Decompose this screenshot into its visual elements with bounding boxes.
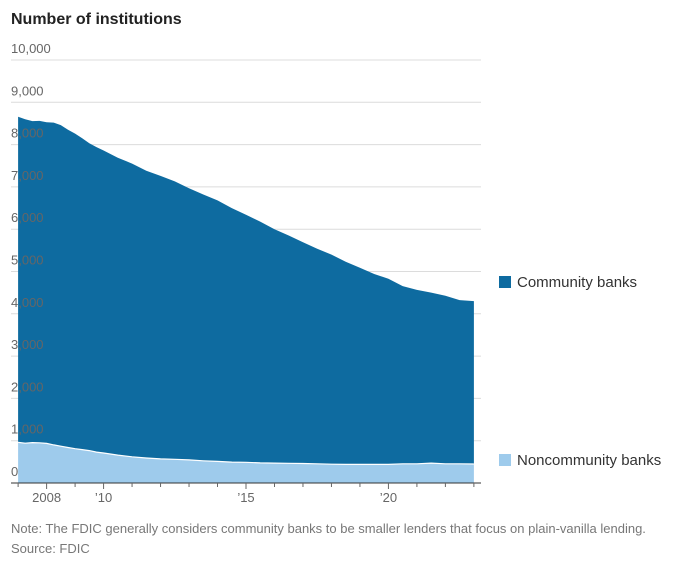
y-tick-label: 5,000 bbox=[11, 253, 44, 268]
legend: Community banks Noncommunity banks bbox=[499, 274, 661, 469]
footnote: Note: The FDIC generally considers commu… bbox=[11, 521, 646, 536]
source-note: Source: FDIC bbox=[11, 541, 90, 556]
y-tick-label: 1,000 bbox=[11, 422, 44, 437]
x-tick-label: ’10 bbox=[95, 490, 112, 505]
legend-swatch-community bbox=[499, 276, 511, 288]
x-axis: 2008 ’10 ’15 ’20 bbox=[11, 482, 481, 505]
x-tick-label: ’20 bbox=[380, 490, 397, 505]
y-tick-label: 7,000 bbox=[11, 168, 44, 183]
y-tick-label: 8,000 bbox=[11, 126, 44, 141]
x-tick-label: ’15 bbox=[237, 490, 254, 505]
y-tick-label: 6,000 bbox=[11, 210, 44, 225]
y-tick-label: 2,000 bbox=[11, 379, 44, 394]
y-tick-label: 3,000 bbox=[11, 337, 44, 352]
y-tick-label: 0 bbox=[11, 464, 18, 479]
y-tick-label: 9,000 bbox=[11, 83, 44, 98]
y-tick-label: 4,000 bbox=[11, 295, 44, 310]
legend-swatch-noncommunity bbox=[499, 454, 511, 466]
area-community-banks bbox=[18, 116, 474, 465]
chart-title: Number of institutions bbox=[11, 11, 182, 28]
legend-label-noncommunity: Noncommunity banks bbox=[517, 452, 661, 469]
legend-label-community: Community banks bbox=[517, 274, 637, 291]
x-tick-label: 2008 bbox=[32, 490, 61, 505]
y-tick-label: 10,000 bbox=[11, 41, 51, 56]
chart-footer: Note: The FDIC generally considers commu… bbox=[11, 519, 687, 559]
plot-areas bbox=[18, 116, 474, 483]
chart: Number of institutions 0 1,000 2,000 3,000 4… bbox=[11, 11, 661, 505]
y-axis-ticks: 0 1,000 2,000 3,000 4,000 5,000 6,000 7,000 8,00… bbox=[11, 41, 51, 479]
series-boundary bbox=[18, 441, 474, 465]
